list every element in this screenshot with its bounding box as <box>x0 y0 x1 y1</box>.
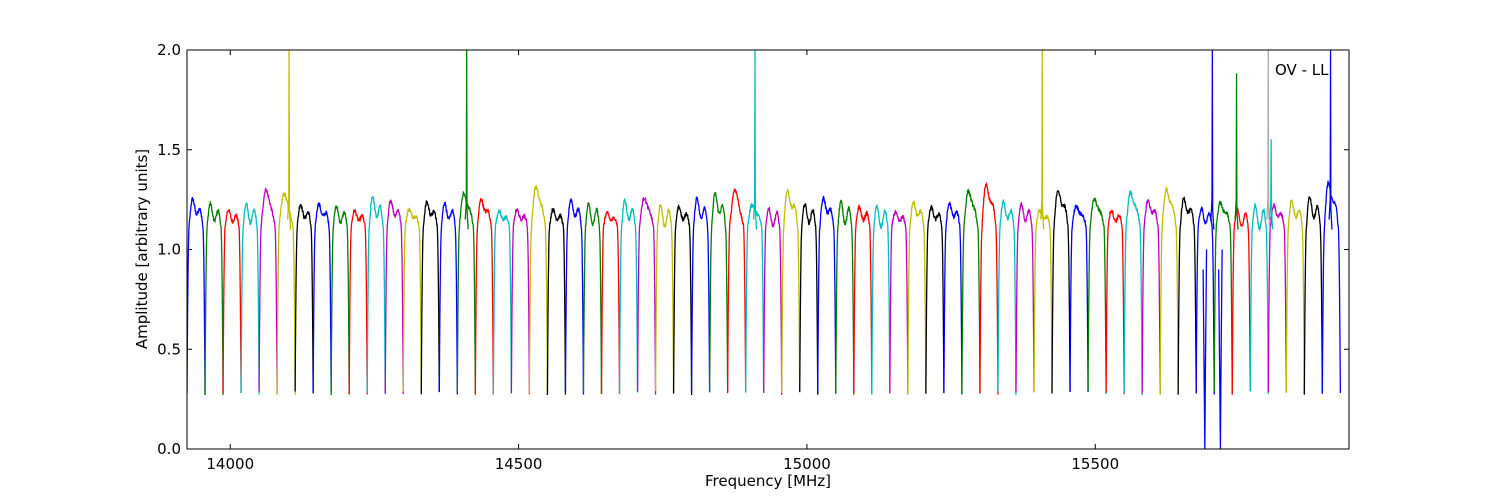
spike-1 <box>286 50 292 230</box>
channel-15-line <box>438 201 458 395</box>
channel-8-line <box>312 202 332 394</box>
y-axis-label: Amplitude [arbitrary units] <box>133 149 151 349</box>
channel-22-line <box>564 198 585 395</box>
channel-51-line <box>1087 197 1107 394</box>
dropout-1 <box>1202 249 1208 449</box>
channel-52-line <box>1105 209 1125 395</box>
channel-20-line <box>528 184 549 394</box>
channel-45-line <box>979 182 999 395</box>
x-tick-label: 14500 <box>495 455 543 473</box>
channel-11-line <box>366 196 386 395</box>
channel-27-line <box>654 204 675 394</box>
channel-60-line <box>1249 203 1269 395</box>
channel-39-line <box>871 204 891 395</box>
channel-19-line <box>510 208 531 395</box>
channel-29-line <box>690 196 711 394</box>
spike-7 <box>1266 50 1271 230</box>
channel-35-line <box>799 203 819 395</box>
channel-7-line <box>294 203 314 394</box>
channel-12-line <box>384 199 404 395</box>
channel-1-line <box>187 196 206 395</box>
channel-50-line <box>1069 204 1089 393</box>
channel-14-line <box>420 200 440 395</box>
channel-30-line <box>708 192 729 393</box>
spike-5 <box>1210 50 1215 230</box>
y-tick-label: 0.0 <box>157 440 181 458</box>
x-tick-label: 14000 <box>206 455 254 473</box>
x-tick-label: 15000 <box>783 455 831 473</box>
channel-36-line <box>817 195 837 394</box>
spike-9 <box>1328 50 1333 230</box>
channel-25-line <box>618 198 639 394</box>
spike-3 <box>752 50 758 230</box>
spike-4 <box>1040 50 1045 230</box>
channel-3-line <box>222 208 242 394</box>
channel-26-line <box>636 197 657 395</box>
channel-17-line <box>474 197 495 395</box>
channel-62-line <box>1285 199 1305 395</box>
channel-43-line <box>943 201 963 395</box>
channel-2-line <box>204 201 224 396</box>
channel-44-line <box>961 188 981 394</box>
spike-6 <box>1234 73 1239 230</box>
channel-6-line <box>276 192 296 395</box>
y-tick-label: 0.5 <box>157 340 181 358</box>
channel-40-line <box>889 209 909 395</box>
channel-21-line <box>546 208 567 396</box>
channel-46-line <box>997 199 1017 396</box>
x-tick-label: 15500 <box>1071 455 1119 473</box>
x-axis-label: Frequency [MHz] <box>705 472 831 490</box>
channel-28-line <box>672 204 693 395</box>
channel-31-line <box>726 188 747 394</box>
tick-layer: 14000 14500 15000 15500 0.0 0.5 1.0 1.5 2.0 <box>157 41 1349 473</box>
channel-18-line <box>492 209 513 395</box>
spike-2 <box>464 50 469 230</box>
channel-37-line <box>835 199 855 395</box>
channel-5-line <box>258 187 278 395</box>
channel-41-line <box>907 200 927 394</box>
dropout-2 <box>1218 249 1223 449</box>
channel-59-line <box>1231 207 1251 395</box>
y-tick-label: 1.5 <box>157 141 181 159</box>
channel-53-line <box>1123 190 1143 395</box>
spike-8 <box>1269 139 1274 230</box>
channel-63-line <box>1303 196 1323 395</box>
channel-42-line <box>925 204 945 394</box>
channel-47-line <box>1015 201 1035 393</box>
channel-10-line <box>348 209 368 395</box>
channel-54-line <box>1141 199 1161 394</box>
series-layer <box>187 50 1341 449</box>
channel-56-line <box>1177 196 1197 395</box>
channel-23-line <box>582 202 603 395</box>
channel-49-line <box>1051 190 1071 394</box>
channel-13-line <box>402 207 422 392</box>
channel-34-line <box>781 188 801 393</box>
channel-24-line <box>600 210 621 394</box>
y-tick-label: 2.0 <box>157 41 181 59</box>
annotation-label: OV - LL <box>1275 61 1329 79</box>
y-tick-label: 1.0 <box>157 241 181 259</box>
channel-4-line <box>240 202 260 395</box>
channel-38-line <box>853 204 873 394</box>
channel-9-line <box>330 205 350 396</box>
channel-33-line <box>763 206 783 395</box>
channel-58-line <box>1213 200 1233 393</box>
channel-55-line <box>1159 186 1179 396</box>
